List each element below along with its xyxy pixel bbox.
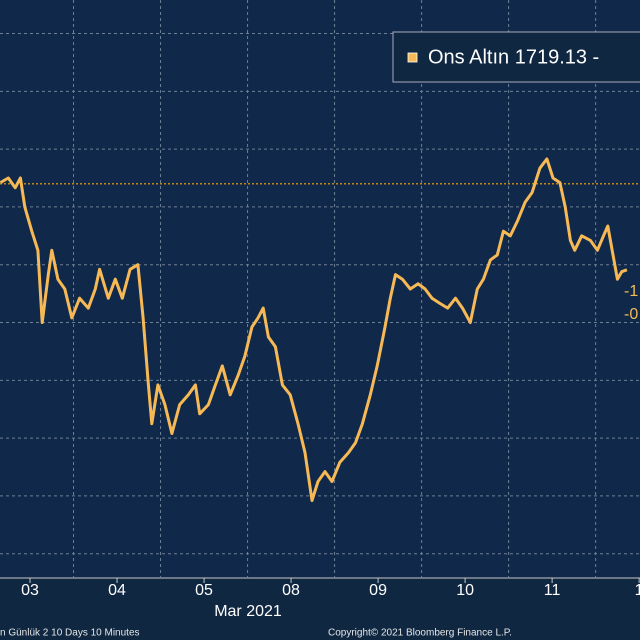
footer-left: n Günlük 2 10 Days 10 Minutes	[0, 628, 140, 639]
x-tick-label: 08	[282, 582, 300, 599]
legend-swatch	[407, 52, 418, 63]
x-tick-label: 05	[195, 582, 213, 599]
x-tick-label: 03	[21, 582, 39, 599]
annotation: -0	[624, 306, 638, 323]
x-tick-label: 10	[456, 582, 474, 599]
price-line	[0, 157, 628, 502]
x-tick-label: 04	[108, 582, 126, 599]
x-tick-label: 1	[635, 582, 640, 599]
footer-right: Copyright© 2021 Bloomberg Finance L.P.	[328, 628, 512, 639]
x-tick-label: 09	[369, 582, 387, 599]
legend-box	[392, 31, 640, 83]
legend-entry: Ons Altın 1719.13 -	[428, 46, 599, 68]
x-axis-label: Mar 2021	[214, 603, 282, 620]
annotation: -1	[624, 283, 638, 300]
x-tick-label: 11	[544, 582, 561, 599]
